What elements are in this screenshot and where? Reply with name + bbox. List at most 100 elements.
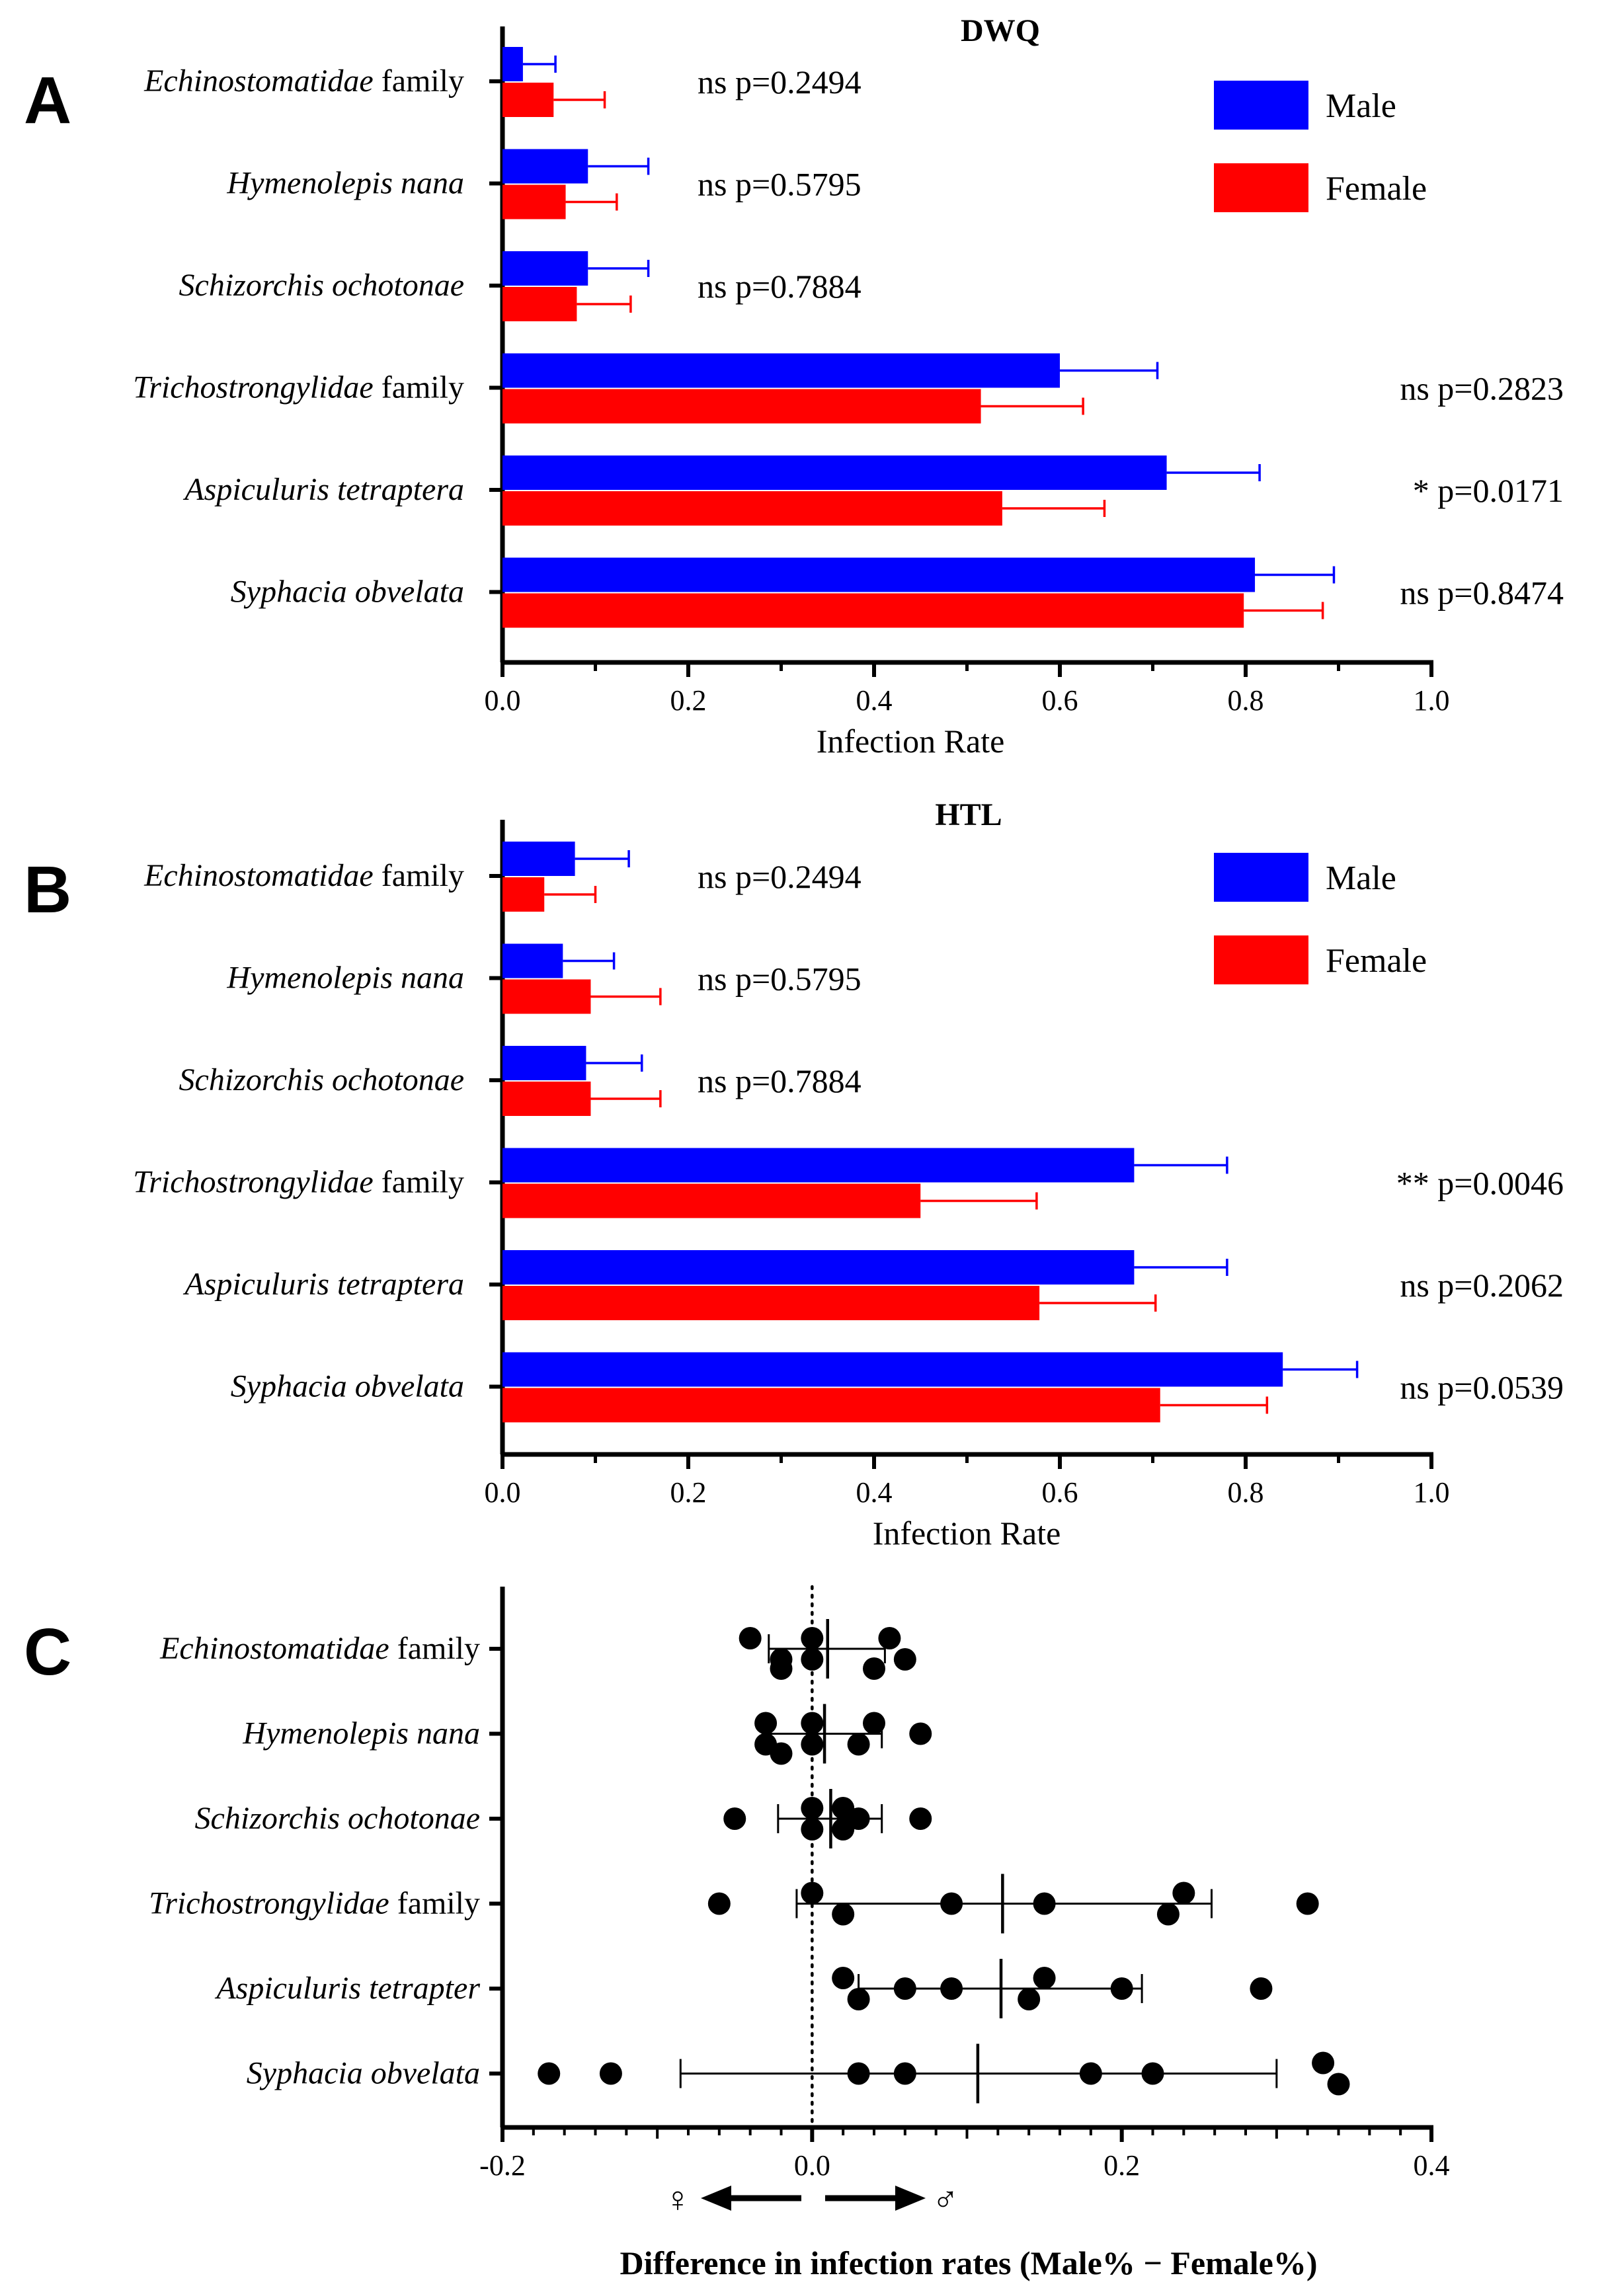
bar-female	[502, 389, 981, 424]
p-value-annotation: * p=0.0171	[1413, 472, 1564, 509]
category-label: Aspiculuris tetraptera	[182, 472, 464, 507]
data-point	[801, 1712, 824, 1735]
data-point	[801, 1818, 824, 1841]
x-tick-label: 0.6	[1042, 684, 1078, 717]
category-label: Trichostrongylidae family	[133, 1165, 464, 1200]
p-value-annotation: ns p=0.5795	[698, 961, 862, 998]
bar-female	[502, 491, 1002, 526]
data-point	[940, 1977, 963, 2000]
bar-male	[502, 1148, 1135, 1183]
category-label: Hymenolepis nana	[242, 1716, 480, 1751]
bar-male	[502, 557, 1256, 592]
data-point	[847, 1988, 870, 2010]
data-point	[863, 1657, 885, 1680]
x-axis-label: Difference in infection rates (Male% − F…	[620, 2244, 1318, 2281]
category-label: Echinostomatidae family	[143, 63, 464, 99]
data-point	[801, 1797, 824, 1819]
bar-male	[502, 842, 575, 876]
legend-label-male: Male	[1326, 87, 1396, 125]
bar-male	[502, 1046, 586, 1080]
category-label: Schizorchis ochotonae	[195, 1801, 480, 1836]
data-point	[893, 2062, 916, 2085]
data-point	[1110, 1977, 1133, 2000]
bar-female	[502, 877, 545, 912]
bar-female	[502, 593, 1244, 628]
panel-letter-a: A	[24, 63, 71, 138]
x-tick-label: -0.2	[479, 2149, 526, 2182]
bar-male	[502, 1250, 1135, 1285]
data-point	[1296, 1892, 1319, 1915]
data-point	[707, 1892, 731, 1915]
data-point	[801, 1881, 824, 1905]
p-value-annotation: ** p=0.0046	[1396, 1165, 1564, 1202]
bar-male	[502, 1352, 1283, 1387]
panel-a-bar-chart: DWQ 0.0 0.2 0.4 0.6 0.8 1.0 Infection Rate Echin…	[133, 13, 1564, 760]
bar-female	[502, 1082, 591, 1116]
data-point	[832, 1967, 855, 1989]
bar-female	[502, 184, 566, 219]
data-point	[1033, 1892, 1056, 1915]
data-point	[1079, 2062, 1102, 2085]
legend-swatch-male	[1214, 853, 1308, 902]
panel-letter-c: C	[24, 1615, 71, 1689]
panel-c-difference-plot: -0.2 0.0 0.2 0.4 ♀ ♂ Difference in infection r…	[149, 1585, 1450, 2281]
data-point	[909, 1807, 932, 1830]
category-label: Echinostomatidae family	[159, 1631, 480, 1666]
data-point	[723, 1807, 746, 1830]
data-point	[599, 2062, 622, 2085]
x-tick-label: 1.0	[1414, 1476, 1450, 1509]
data-point	[847, 2062, 870, 2085]
data-point	[893, 1977, 916, 2000]
x-tick-label: 0.2	[1103, 2149, 1140, 2182]
data-point	[863, 1712, 885, 1735]
data-point	[1018, 1988, 1041, 2010]
p-value-annotation: ns p=0.5795	[698, 166, 862, 203]
p-value-annotation: ns p=0.7884	[698, 268, 862, 305]
x-axis-label: Infection Rate	[817, 723, 1005, 760]
category-label: Trichostrongylidae family	[149, 1886, 480, 1921]
bar-female	[502, 979, 591, 1014]
arrow-male-head	[895, 2186, 926, 2211]
category-label: Aspiculuris tetrapter	[214, 1971, 480, 2006]
data-point	[770, 1742, 793, 1765]
data-point	[538, 2062, 561, 2085]
data-point	[878, 1627, 901, 1649]
category-label: Syphacia obvelata	[247, 2056, 480, 2091]
category-label: Echinostomatidae family	[143, 858, 464, 893]
legend-swatch-female	[1214, 163, 1308, 212]
data-point	[801, 1733, 824, 1756]
x-tick-label: 0.0	[794, 2149, 830, 2182]
data-point	[1172, 1881, 1195, 1905]
data-point	[847, 1733, 870, 1756]
bar-female	[502, 83, 554, 117]
category-label: Trichostrongylidae family	[133, 370, 464, 405]
p-value-annotation: ns p=0.0539	[1400, 1369, 1564, 1406]
x-tick-label: 0.0	[485, 1476, 521, 1509]
category-label: Syphacia obvelata	[231, 1369, 464, 1404]
legend-label-female: Female	[1326, 942, 1427, 980]
data-point	[801, 1648, 824, 1671]
bar-female	[502, 1286, 1040, 1320]
category-label: Syphacia obvelata	[231, 574, 464, 610]
bar-male	[502, 353, 1060, 388]
bar-male	[502, 251, 588, 286]
data-point	[1156, 1903, 1180, 1926]
x-tick-label: 0.2	[670, 684, 707, 717]
legend-swatch-female	[1214, 935, 1308, 984]
x-tick-label: 0.8	[1228, 684, 1264, 717]
data-point	[909, 1722, 932, 1745]
p-value-annotation: ns p=0.2823	[1400, 370, 1564, 407]
p-value-annotation: ns p=0.2062	[1400, 1267, 1564, 1304]
category-label: Aspiculuris tetraptera	[182, 1267, 464, 1302]
legend-label-female: Female	[1326, 170, 1427, 208]
category-label: Hymenolepis nana	[226, 166, 464, 201]
legend-swatch-male	[1214, 81, 1308, 130]
x-tick-label: 0.4	[856, 684, 893, 717]
bar-male	[502, 47, 523, 81]
legend-label-male: Male	[1326, 859, 1396, 897]
data-point	[940, 1892, 963, 1915]
x-tick-label: 0.2	[670, 1476, 707, 1509]
female-symbol: ♀	[664, 2180, 692, 2219]
data-point	[1141, 2062, 1164, 2085]
